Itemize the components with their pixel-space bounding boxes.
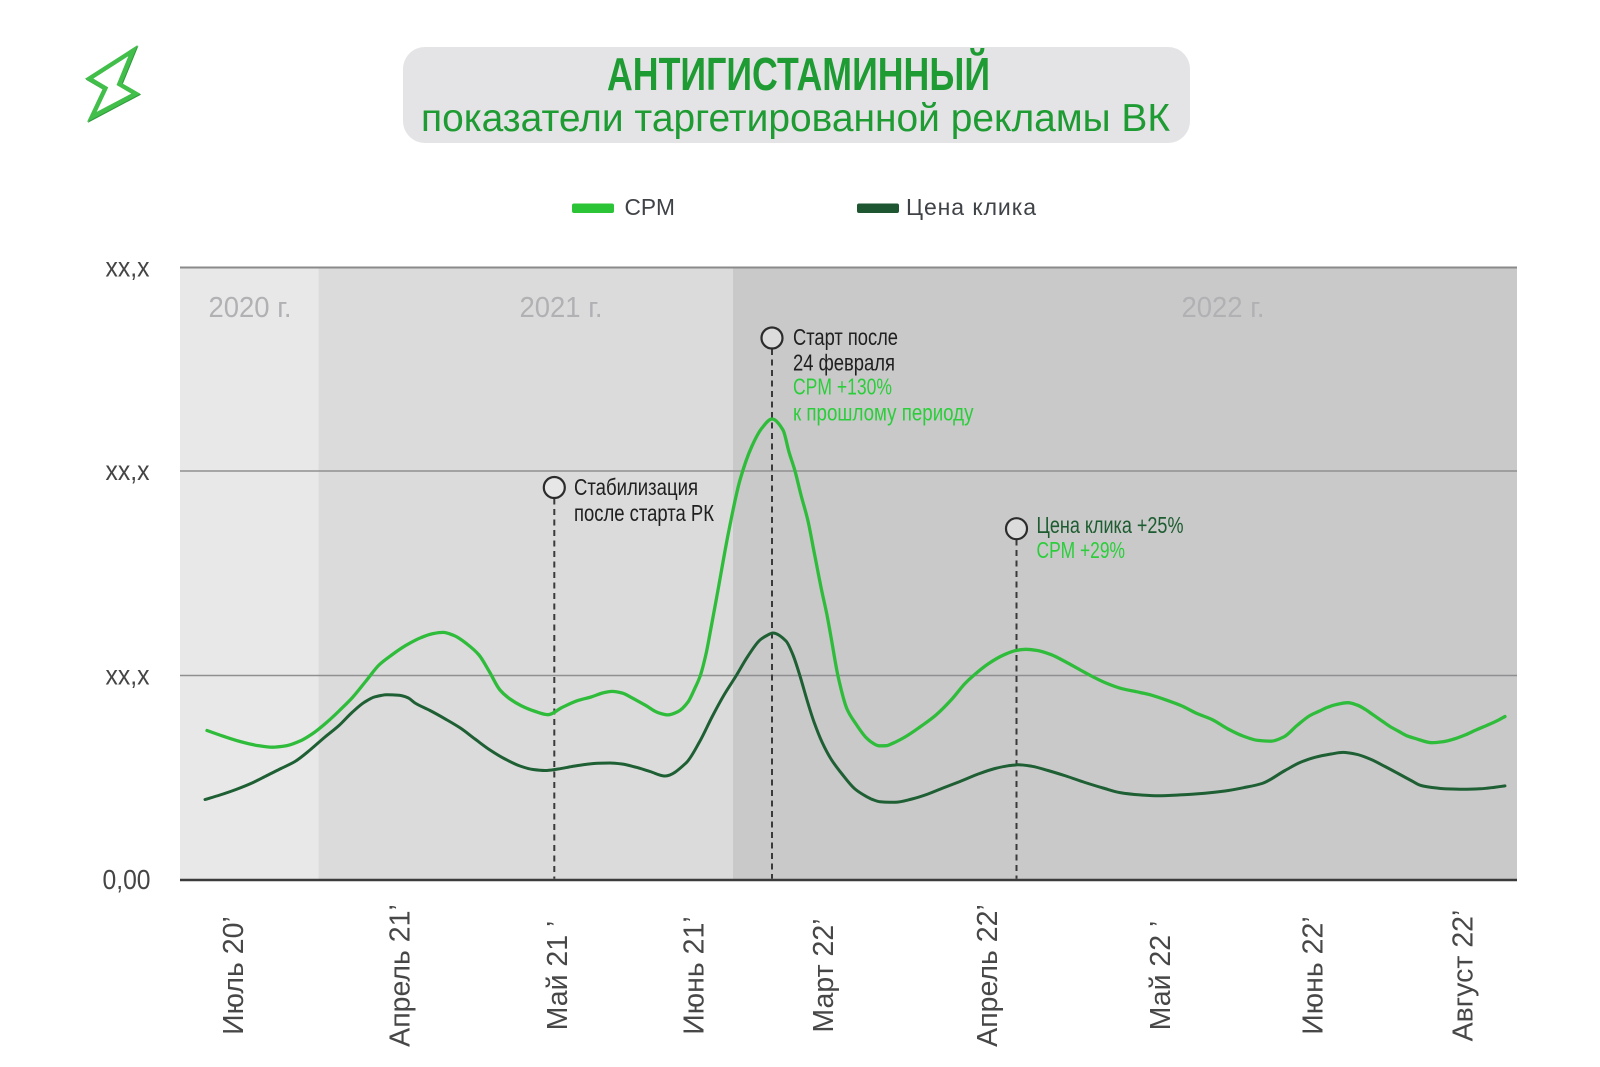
svg-text:2020 г.: 2020 г. bbox=[209, 292, 292, 324]
svg-text:Апрель 22’: Апрель 22’ bbox=[972, 904, 1004, 1047]
svg-text:0,00: 0,00 bbox=[103, 864, 151, 895]
svg-text:Июнь 22’: Июнь 22’ bbox=[1298, 916, 1330, 1034]
svg-text:CPM +130%: CPM +130% bbox=[793, 374, 892, 400]
svg-text:2021 г.: 2021 г. bbox=[520, 292, 603, 324]
svg-text:Июль 20’: Июль 20’ bbox=[218, 916, 250, 1035]
svg-text:2022 г.: 2022 г. bbox=[1182, 292, 1265, 324]
svg-text:показатели таргетированной рек: показатели таргетированной рекламы ВК bbox=[421, 97, 1171, 140]
svg-text:Цена клика +25%: Цена клика +25% bbox=[1037, 512, 1184, 538]
svg-text:xx,x: xx,x bbox=[106, 455, 150, 486]
svg-text:24 февраля: 24 февраля bbox=[793, 350, 895, 376]
svg-text:Стабилизация: Стабилизация bbox=[574, 474, 698, 500]
svg-text:Май 21 ’: Май 21 ’ bbox=[542, 921, 574, 1031]
svg-text:к прошлому периоду: к прошлому периоду bbox=[793, 400, 974, 426]
svg-text:Цена клика: Цена клика bbox=[906, 194, 1036, 220]
svg-text:CPM: CPM bbox=[625, 194, 676, 220]
svg-text:Май 22 ’: Май 22 ’ bbox=[1145, 921, 1177, 1031]
svg-text:Август 22’: Август 22’ bbox=[1448, 910, 1480, 1042]
svg-text:xx,x: xx,x bbox=[106, 660, 150, 691]
svg-text:CPM +29%: CPM +29% bbox=[1037, 537, 1126, 563]
svg-text:Март 22’: Март 22’ bbox=[808, 918, 840, 1032]
svg-text:после старта РК: после старта РК bbox=[574, 500, 714, 526]
svg-text:Старт после: Старт после bbox=[793, 324, 898, 350]
svg-text:xx,x: xx,x bbox=[106, 252, 150, 283]
svg-text:Июнь 21’: Июнь 21’ bbox=[679, 916, 711, 1034]
svg-text:Апрель 21’: Апрель 21’ bbox=[385, 904, 417, 1047]
svg-text:АНТИГИСТАМИННЫЙ: АНТИГИСТАМИННЫЙ bbox=[607, 48, 990, 100]
